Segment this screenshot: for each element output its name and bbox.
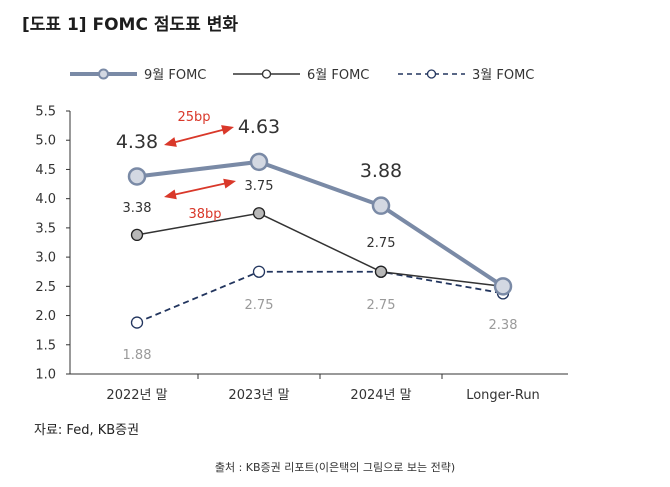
y-tick-label: 3.5 xyxy=(35,221,56,236)
data-point-jun xyxy=(252,207,266,220)
data-label-sep: 4.63 xyxy=(238,116,280,138)
y-tick-label: 4.0 xyxy=(35,192,56,207)
chart-axes: 1.0 1.5 2.0 2.5 3.0 3.5 4.0 4.5 5.0 5.5 2022년 말 202… xyxy=(35,105,568,403)
arrow-38bp-head-end xyxy=(223,178,236,189)
data-label-mar: 2.38 xyxy=(489,318,518,333)
data-label-jun: 2.75 xyxy=(367,236,396,251)
series-line-sep xyxy=(136,159,505,289)
legend-label-mar: 3월 FOMC xyxy=(472,68,534,83)
data-label-mar: 2.75 xyxy=(245,298,274,313)
x-tick-label: Longer-Run xyxy=(466,388,540,403)
series-line-jun xyxy=(136,212,504,288)
y-tick-label: 1.5 xyxy=(35,338,56,353)
data-point-jun xyxy=(130,228,144,242)
data-point-sep xyxy=(249,152,269,172)
arrow-25bp-head-start xyxy=(164,137,177,147)
data-point-mar xyxy=(252,265,266,278)
y-tick-label: 5.0 xyxy=(35,134,56,149)
y-tick-label: 5.5 xyxy=(35,105,56,120)
legend-label-jun: 6월 FOMC xyxy=(307,68,369,83)
x-tick-label: 2022년 말 xyxy=(106,388,167,403)
y-tick-label: 2.0 xyxy=(35,309,56,324)
chart-series: 1.88 2.75 2.75 2.38 3.38 3.75 2.75 4.38 4.63 3.88 xyxy=(116,116,518,363)
arrow-38bp-shaft xyxy=(173,182,227,196)
data-point-mar xyxy=(130,316,144,329)
chart-annotations: 25bp 38bp xyxy=(164,110,236,222)
y-tick-label: 4.5 xyxy=(35,163,56,178)
x-tick-label: 2023년 말 xyxy=(228,388,289,403)
arrow-25bp-head-end xyxy=(221,125,234,135)
arrow-38bp-head-start xyxy=(164,189,177,200)
y-tick-label: 3.0 xyxy=(35,251,56,266)
source-note: 자료: Fed, KB증권 xyxy=(34,423,140,438)
y-tick-label: 2.5 xyxy=(35,280,56,295)
legend-label-sep: 9월 FOMC xyxy=(144,68,206,83)
data-label-mar: 1.88 xyxy=(123,348,152,363)
legend-marker-mar xyxy=(426,69,437,79)
series-line-mar xyxy=(136,270,504,324)
data-label-mar: 2.75 xyxy=(367,298,396,313)
x-tick-label: 2024년 말 xyxy=(350,388,411,403)
annotation-38bp: 38bp xyxy=(188,207,221,222)
data-point-sep xyxy=(493,277,513,296)
data-label-jun: 3.38 xyxy=(123,201,152,216)
annotation-25bp: 25bp xyxy=(177,110,210,125)
legend-marker-sep xyxy=(98,68,109,80)
y-tick-label: 1.0 xyxy=(35,368,56,383)
data-label-sep: 3.88 xyxy=(360,160,402,182)
data-point-sep xyxy=(127,167,147,186)
data-label-jun: 3.75 xyxy=(245,179,274,194)
chart-title: [도표 1] FOMC 점도표 변화 xyxy=(22,15,238,35)
legend-marker-jun xyxy=(261,69,272,79)
data-point-jun xyxy=(374,265,388,278)
chart-legend: 9월 FOMC 6월 FOMC 3월 FOMC xyxy=(70,68,534,83)
credit-note: 출처 : KB증권 리포트(이은택의 그림으로 보는 전략) xyxy=(214,461,456,474)
arrow-25bp-shaft xyxy=(173,128,225,144)
data-label-sep: 4.38 xyxy=(116,131,158,153)
data-point-sep xyxy=(371,196,391,215)
